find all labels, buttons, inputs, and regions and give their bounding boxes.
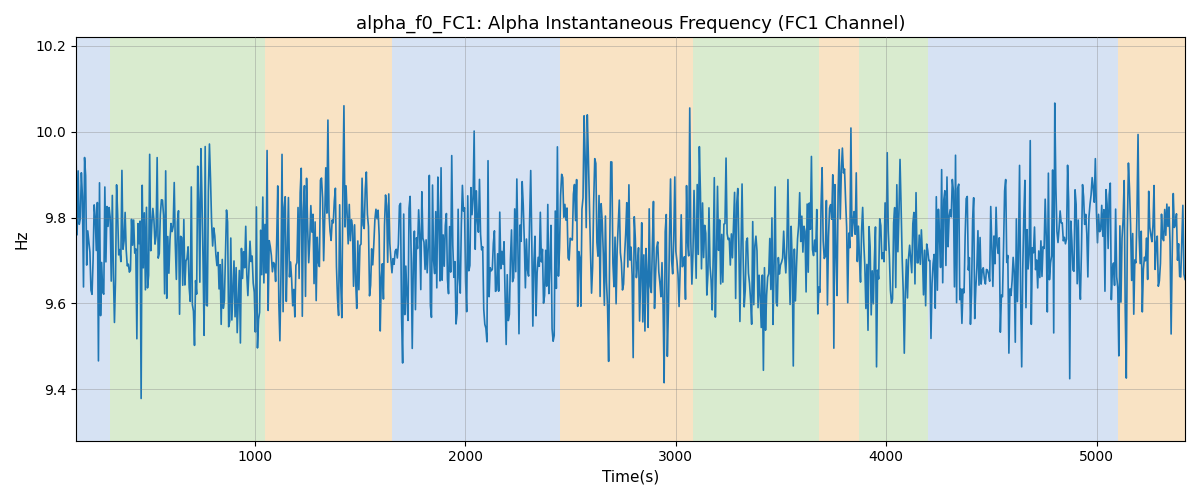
Bar [818,38,859,440]
Bar [391,38,560,440]
Y-axis label: Hz: Hz [14,230,30,249]
Bar [692,38,818,440]
X-axis label: Time(s): Time(s) [602,470,659,485]
Title: alpha_f0_FC1: Alpha Instantaneous Frequency (FC1 Channel): alpha_f0_FC1: Alpha Instantaneous Freque… [355,15,905,34]
Bar [76,38,109,440]
Bar [929,38,1117,440]
Bar [109,38,265,440]
Bar [265,38,391,440]
Bar [1117,38,1186,440]
Bar [859,38,929,440]
Bar [560,38,692,440]
